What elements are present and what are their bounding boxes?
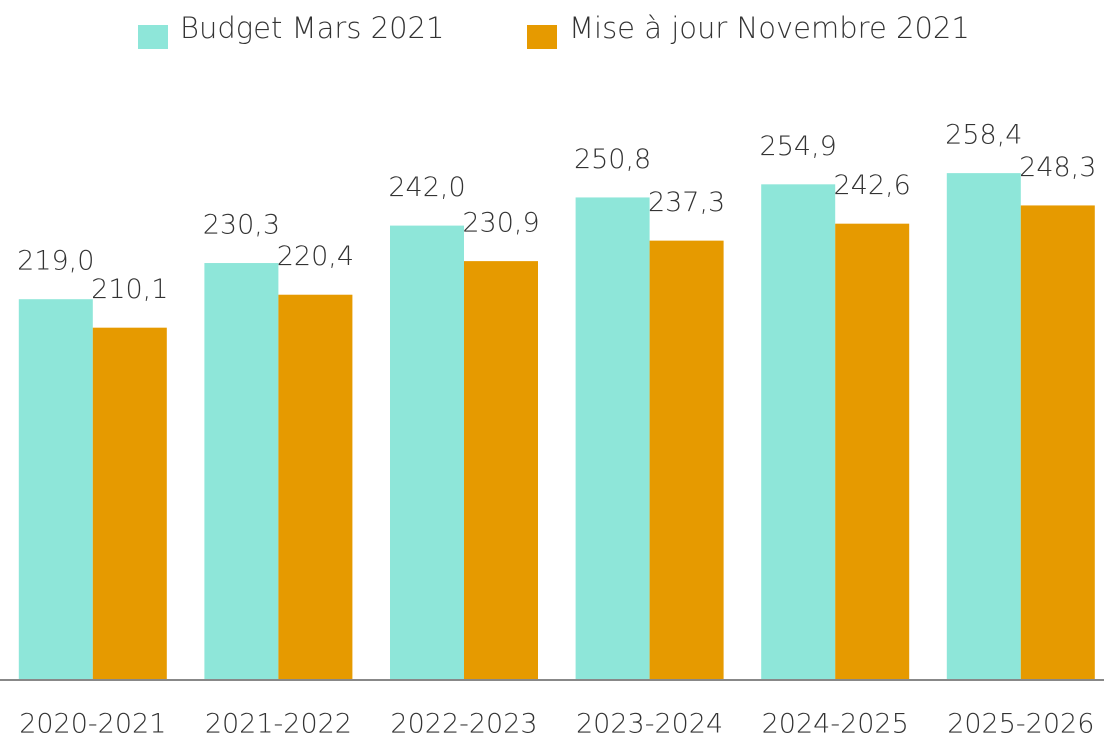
legend-swatch — [138, 25, 168, 49]
value-label: 230,3 — [203, 210, 280, 241]
bar — [575, 197, 650, 680]
x-tick-label: 2020-2021 — [19, 709, 166, 740]
value-label: 220,4 — [277, 241, 354, 272]
bar — [18, 299, 93, 680]
bar — [92, 327, 167, 680]
value-label: 250,8 — [574, 144, 651, 175]
x-tick-label: 2021-2022 — [205, 709, 352, 740]
value-label: 248,3 — [1019, 152, 1096, 183]
bar — [649, 240, 724, 680]
bar — [464, 261, 538, 680]
bar — [761, 184, 836, 680]
bar — [1020, 205, 1095, 680]
value-label: 219,0 — [17, 246, 94, 277]
x-tick-label: 2024-2025 — [762, 709, 909, 740]
value-label: 242,6 — [834, 170, 911, 201]
value-label: 237,3 — [648, 187, 725, 218]
value-label: 230,9 — [462, 208, 539, 239]
legend-label: Mise à jour Novembre 2021 — [569, 11, 970, 45]
bar — [946, 173, 1021, 680]
x-tick-label: 2022-2023 — [390, 709, 537, 740]
legend-swatch — [527, 25, 557, 49]
value-label: 254,9 — [760, 131, 837, 162]
bar — [278, 294, 353, 680]
bar — [835, 223, 910, 680]
bar — [204, 263, 279, 680]
x-tick-label: 2025-2026 — [947, 709, 1094, 740]
x-tick-label: 2023-2024 — [576, 709, 723, 740]
value-label: 210,1 — [91, 274, 168, 305]
value-label: 258,4 — [945, 120, 1022, 151]
value-label: 242,0 — [388, 172, 465, 203]
legend-label: Budget Mars 2021 — [180, 11, 444, 45]
bar — [390, 225, 464, 680]
